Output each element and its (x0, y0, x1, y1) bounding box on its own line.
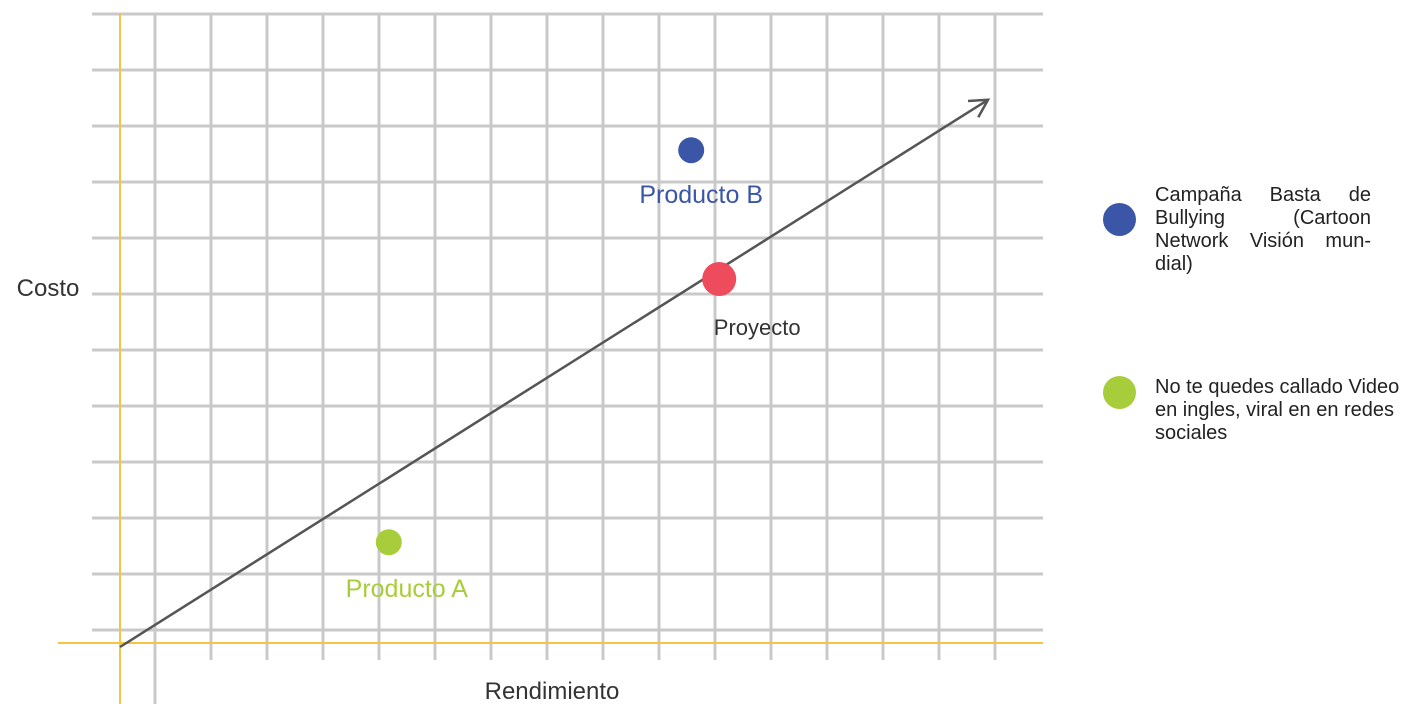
legend-marker-blue (1103, 203, 1136, 236)
trend-arrow-head (967, 98, 991, 118)
point-producto-b (678, 137, 705, 164)
trend-arrow-line (119, 98, 989, 649)
data-points: Producto A Producto B Proyecto (346, 137, 801, 603)
axes (58, 14, 1043, 704)
point-proyecto (702, 262, 737, 296)
legend-label: No te quedes callado Video en ingles, vi… (1155, 376, 1400, 444)
trend-arrow (119, 98, 991, 649)
point-label-producto-b: Producto B (639, 181, 763, 209)
grid (92, 12, 1043, 704)
point-label-proyecto: Proyecto (714, 315, 801, 340)
point-producto-a (375, 529, 402, 556)
y-axis-label: Costo (17, 275, 80, 302)
point-label-producto-a: Producto A (346, 575, 469, 603)
legend-item-campana-basta: Campaña Basta de Bullying (Cartoon Netwo… (1103, 184, 1371, 276)
legend-label: Campaña Basta de Bullying (Cartoon Netwo… (1155, 184, 1371, 275)
legend-item-no-te-quedes: No te quedes callado Video en ingles, vi… (1103, 376, 1415, 445)
legend-marker-green (1103, 376, 1136, 409)
x-axis-label: Rendimiento (485, 678, 620, 704)
